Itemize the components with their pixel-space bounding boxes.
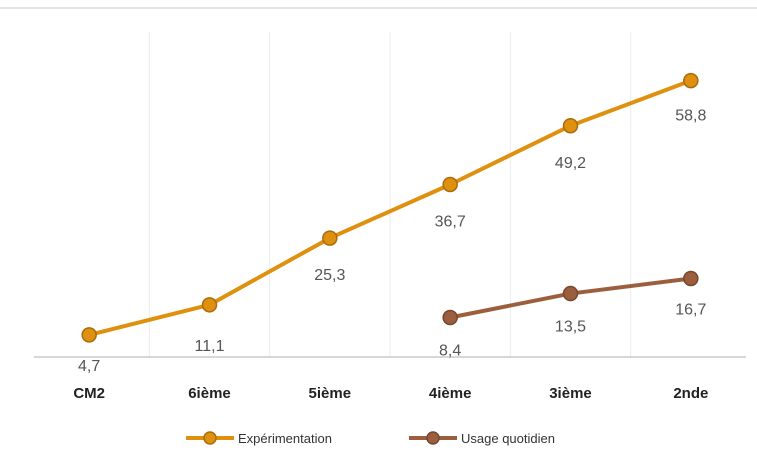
data-point-exp-rimentation — [322, 230, 338, 246]
x-tick-label: 2nde — [673, 385, 708, 402]
x-tick-label: CM2 — [73, 385, 105, 402]
data-point-exp-rimentation — [562, 118, 579, 134]
data-label-exp-rimentation: 4,7 — [78, 358, 100, 375]
data-point-exp-rimentation — [201, 297, 218, 313]
data-label-exp-rimentation: 25,3 — [314, 267, 345, 284]
data-label-exp-rimentation: 11,1 — [195, 338, 225, 355]
x-tick-label: 3ième — [549, 385, 592, 402]
data-labels: 4,7 11,1 25,3 36,7 49,2 58,8 8,4 13,5 16,7 — [78, 108, 706, 375]
legend-swatch-marker — [203, 431, 217, 445]
data-label-exp-rimentation: 58,8 — [675, 108, 706, 125]
data-point-usage-quotidien — [562, 285, 579, 302]
data-label-exp-rimentation: 49,2 — [555, 155, 586, 172]
x-tick-label: 4ième — [429, 385, 472, 402]
data-point-usage-quotidien — [683, 270, 699, 287]
gridlines — [148, 32, 632, 357]
data-point-exp-rimentation — [442, 176, 458, 193]
legend-label: Usage quotidien — [461, 431, 555, 446]
data-label-exp-rimentation: 36,7 — [435, 214, 466, 231]
data-point-usage-quotidien — [442, 309, 458, 326]
x-axis-ticks: CM2 6ième 5ième 4ième 3ième 2nde — [73, 385, 708, 402]
x-tick-label: 5ième — [309, 385, 352, 402]
legend-swatch-marker — [426, 431, 440, 445]
data-label-usage-quotidien: 8,4 — [439, 343, 461, 360]
data-label-usage-quotidien: 16,7 — [675, 302, 706, 319]
data-point-exp-rimentation — [683, 72, 699, 89]
legend: Expérimentation Usage quotidien — [186, 431, 555, 446]
legend-item-usage-quotidien: Usage quotidien — [409, 431, 555, 446]
legend-label: Expérimentation — [238, 431, 332, 446]
x-tick-label: 6ième — [188, 385, 231, 402]
data-label-usage-quotidien: 13,5 — [555, 319, 586, 336]
series-layer — [81, 72, 699, 343]
series-line-exp-rimentation — [87, 78, 693, 337]
data-point-exp-rimentation — [81, 327, 97, 343]
legend-item-exp-rimentation: Expérimentation — [186, 431, 332, 446]
